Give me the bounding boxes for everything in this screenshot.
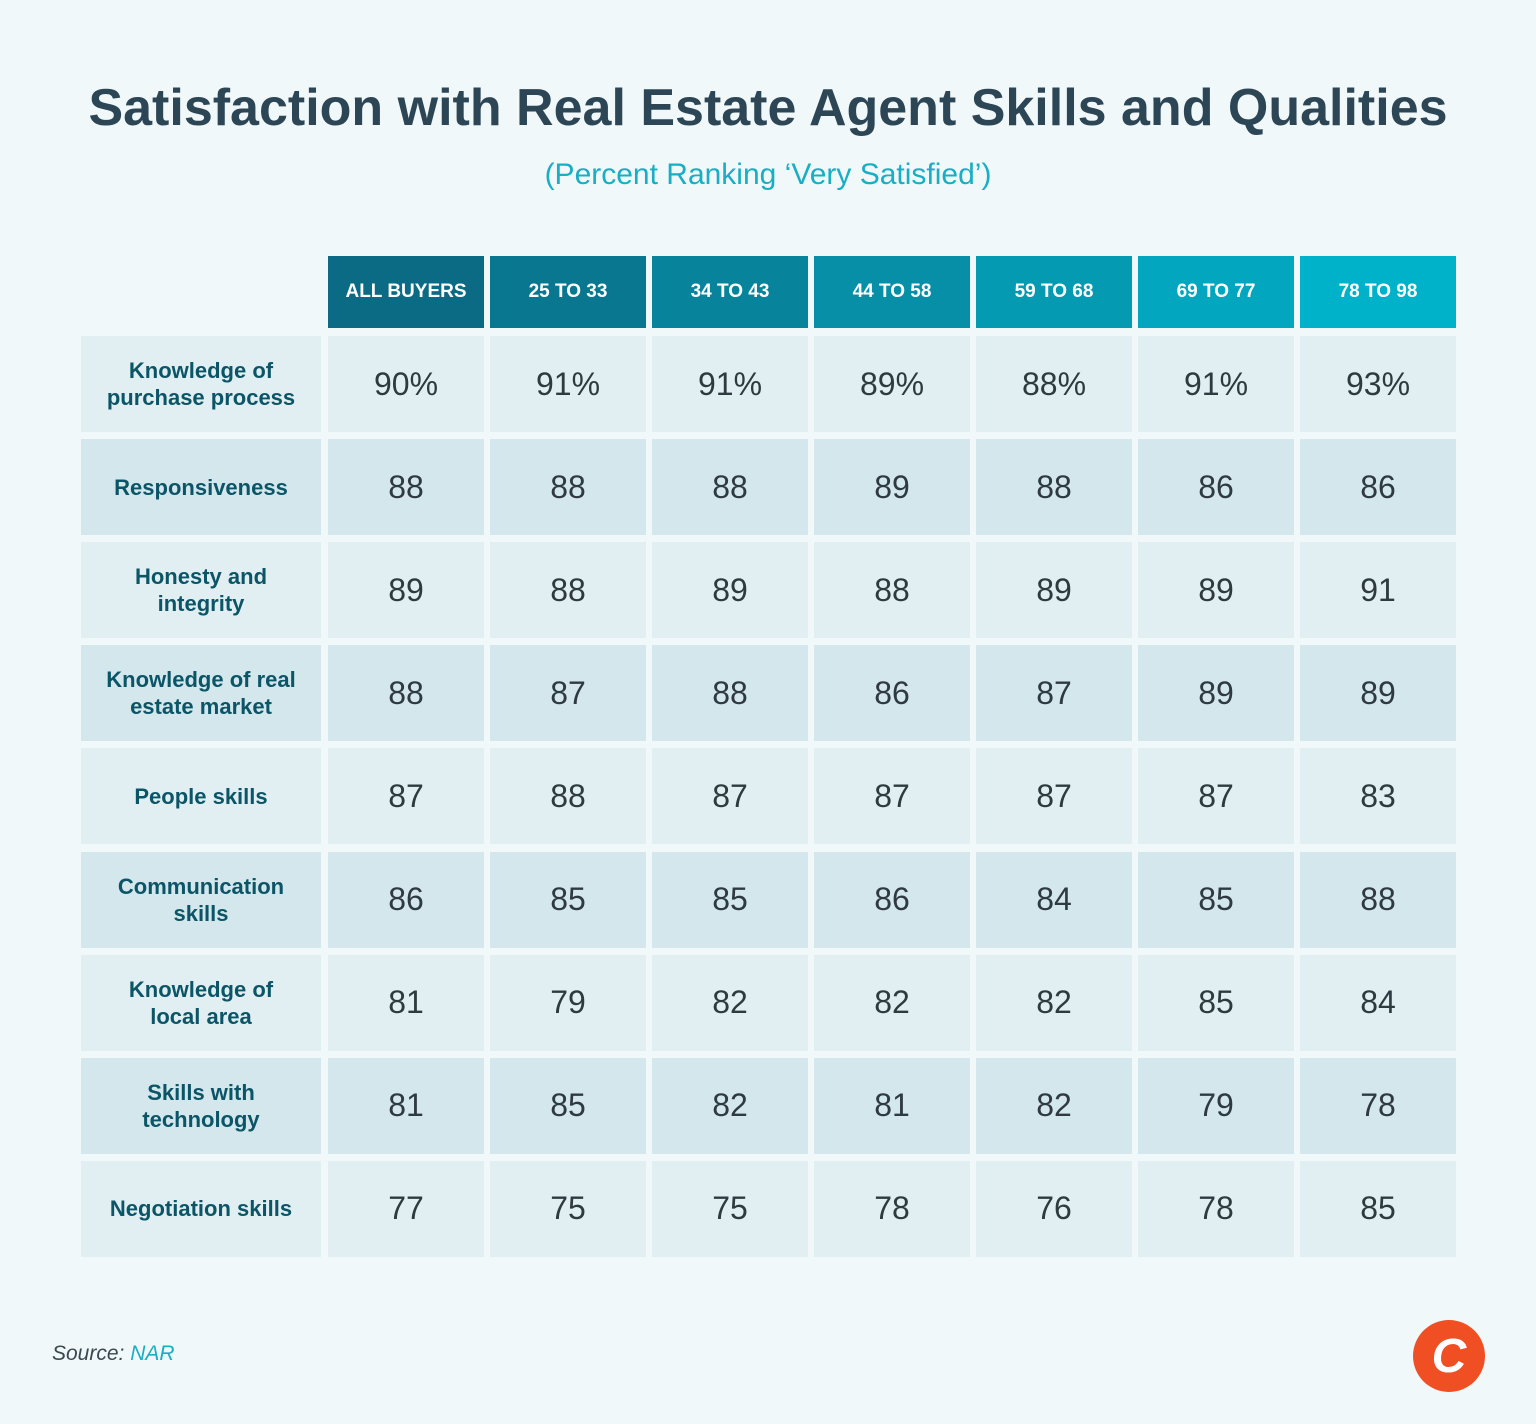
cell-value: 85: [1138, 851, 1294, 948]
cell-value: 88: [814, 542, 970, 639]
column-header: 69 TO 77: [1138, 256, 1294, 328]
cell-value: 86: [814, 645, 970, 742]
cell-value: 78: [1138, 1160, 1294, 1257]
cell-value: 87: [652, 748, 808, 845]
logo: C: [1413, 1320, 1485, 1392]
cell-value: 89: [1138, 542, 1294, 639]
row-label: Skills with technology: [81, 1057, 321, 1154]
cell-value: 75: [652, 1160, 808, 1257]
row-label: Responsiveness: [81, 439, 321, 536]
cell-value: 88: [328, 645, 484, 742]
row-label: Communication skills: [81, 851, 321, 948]
cell-value: 86: [1300, 439, 1456, 536]
cell-value: 91%: [652, 336, 808, 432]
cell-value: 78: [1300, 1057, 1456, 1154]
row-label: Knowledge of real estate market: [81, 645, 321, 742]
cell-value: 88: [652, 645, 808, 742]
cell-value: 89: [1300, 645, 1456, 742]
cell-value: 88%: [976, 336, 1132, 432]
cell-value: 89: [652, 542, 808, 639]
cell-value: 89: [1138, 645, 1294, 742]
cell-value: 86: [814, 851, 970, 948]
cell-value: 83: [1300, 748, 1456, 845]
cell-value: 91%: [490, 336, 646, 432]
cell-value: 84: [1300, 954, 1456, 1051]
cell-value: 85: [652, 851, 808, 948]
cell-value: 81: [328, 1057, 484, 1154]
row-label: People skills: [81, 748, 321, 845]
title: Satisfaction with Real Estate Agent Skil…: [88, 79, 1448, 137]
row-label: Knowledge of local area: [81, 954, 321, 1051]
column-header: ALL BUYERS: [328, 256, 484, 328]
cell-value: 89: [976, 542, 1132, 639]
cell-value: 93%: [1300, 336, 1456, 432]
column-header: 44 TO 58: [814, 256, 970, 328]
cell-value: 85: [1300, 1160, 1456, 1257]
cell-value: 79: [1138, 1057, 1294, 1154]
cell-value: 85: [490, 851, 646, 948]
cell-value: 88: [490, 542, 646, 639]
cell-value: 87: [814, 748, 970, 845]
cell-value: 87: [1138, 748, 1294, 845]
column-header: 59 TO 68: [976, 256, 1132, 328]
cell-value: 88: [490, 439, 646, 536]
cell-value: 89: [328, 542, 484, 639]
cell-value: 89%: [814, 336, 970, 432]
source: Source: NAR: [52, 1342, 175, 1366]
cell-value: 88: [1300, 851, 1456, 948]
source-name: NAR: [130, 1342, 175, 1365]
cell-value: 88: [976, 439, 1132, 536]
cell-value: 88: [490, 748, 646, 845]
cell-value: 91: [1300, 542, 1456, 639]
column-header: 78 TO 98: [1300, 256, 1456, 328]
cell-value: 82: [652, 1057, 808, 1154]
cell-value: 89: [814, 439, 970, 536]
cell-value: 82: [652, 954, 808, 1051]
cell-value: 90%: [328, 336, 484, 432]
cell-value: 77: [328, 1160, 484, 1257]
cell-value: 87: [328, 748, 484, 845]
cell-value: 78: [814, 1160, 970, 1257]
column-header: 25 TO 33: [490, 256, 646, 328]
cell-value: 75: [490, 1160, 646, 1257]
cell-value: 82: [814, 954, 970, 1051]
cell-value: 87: [976, 645, 1132, 742]
row-label: Honesty and integrity: [81, 542, 321, 639]
cell-value: 82: [976, 954, 1132, 1051]
cell-value: 85: [1138, 954, 1294, 1051]
cell-value: 84: [976, 851, 1132, 948]
cell-value: 81: [814, 1057, 970, 1154]
cell-value: 85: [490, 1057, 646, 1154]
cell-value: 86: [1138, 439, 1294, 536]
cell-value: 87: [976, 748, 1132, 845]
subtitle: (Percent Ranking ‘Very Satisfied’): [544, 158, 992, 191]
cell-value: 86: [328, 851, 484, 948]
column-header: 34 TO 43: [652, 256, 808, 328]
source-label: Source:: [52, 1342, 125, 1365]
cell-value: 87: [490, 645, 646, 742]
cell-value: 76: [976, 1160, 1132, 1257]
cell-value: 81: [328, 954, 484, 1051]
row-label: Negotiation skills: [81, 1160, 321, 1257]
cell-value: 91%: [1138, 336, 1294, 432]
cell-value: 88: [328, 439, 484, 536]
cell-value: 79: [490, 954, 646, 1051]
cell-value: 88: [652, 439, 808, 536]
row-label: Knowledge of purchase process: [81, 336, 321, 432]
cell-value: 82: [976, 1057, 1132, 1154]
